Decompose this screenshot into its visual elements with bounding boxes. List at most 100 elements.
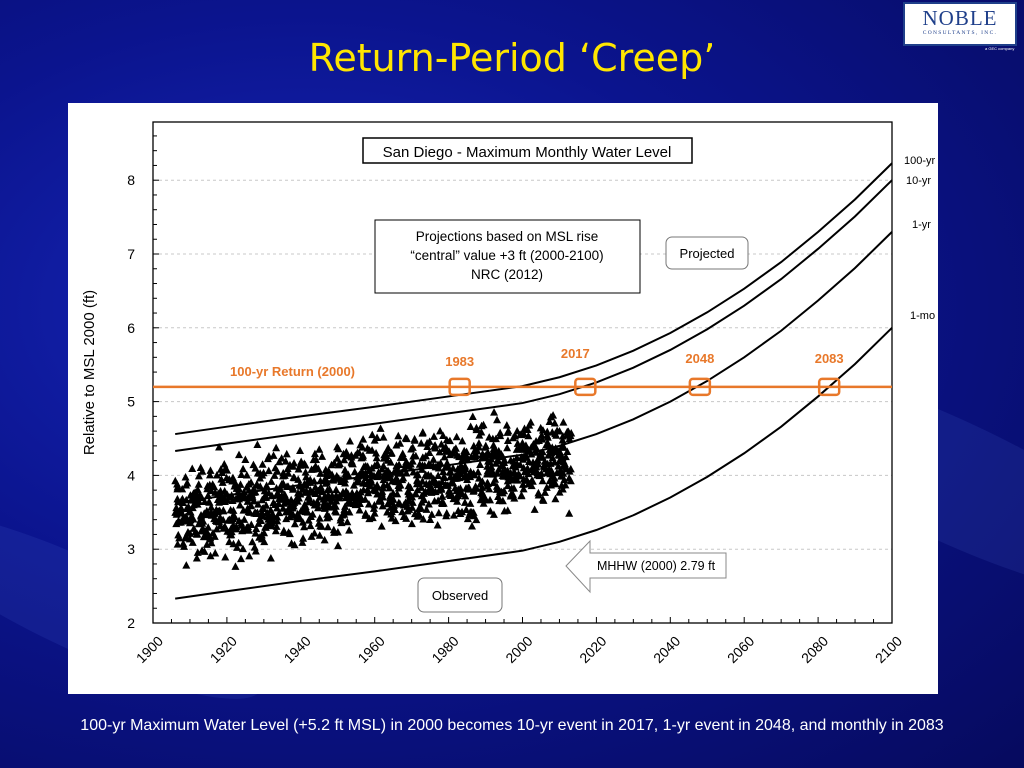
observed-point — [458, 507, 467, 516]
observed-point — [416, 503, 425, 512]
observed-point — [434, 464, 443, 472]
observed-point — [373, 433, 382, 442]
observed-point — [182, 561, 191, 569]
observed-point — [325, 512, 334, 521]
observed-point — [239, 464, 248, 473]
observed-point — [418, 428, 427, 436]
observed-point — [264, 466, 273, 475]
observed-point — [355, 505, 364, 514]
observed-point — [563, 447, 572, 456]
observed-point — [268, 509, 277, 518]
observed-point — [245, 551, 254, 560]
observed-point — [373, 459, 382, 468]
curve-label: 1-mo — [910, 310, 935, 322]
observed-point — [372, 448, 381, 457]
projections-note-line: Projections based on MSL rise — [416, 229, 599, 244]
projections-note-line: NRC (2012) — [471, 267, 543, 282]
observed-point — [379, 461, 388, 470]
observed-point — [521, 441, 530, 449]
observed-point — [524, 431, 533, 440]
observed-point — [251, 547, 260, 555]
observed-point — [433, 520, 442, 529]
observed-point — [359, 435, 368, 443]
observed-point — [538, 476, 547, 485]
observed-point — [272, 443, 281, 452]
observed-point — [537, 469, 546, 477]
observed-point — [466, 422, 475, 431]
observed-point — [445, 436, 454, 445]
observed-point — [566, 476, 575, 485]
curve-1-mo — [175, 327, 893, 600]
observed-point — [395, 460, 404, 469]
observed-point — [207, 538, 216, 547]
observed-point — [543, 438, 552, 447]
observed-point — [361, 509, 370, 517]
observed-point — [314, 503, 323, 512]
observed-point — [561, 452, 570, 461]
observed-point — [368, 430, 377, 439]
crossing-label: 1983 — [445, 354, 474, 369]
y-tick-label: 3 — [127, 541, 135, 557]
observed-point — [466, 499, 475, 507]
observed-point — [277, 454, 286, 462]
observed-point — [386, 458, 395, 466]
observed-point — [192, 554, 201, 562]
observed-point — [368, 513, 377, 522]
observed-point — [296, 507, 305, 515]
observed-point — [193, 548, 202, 556]
observed-point — [240, 515, 249, 523]
observed-point — [461, 491, 470, 500]
observed-point — [260, 528, 269, 537]
observed-point — [373, 483, 382, 491]
observed-point — [290, 519, 299, 528]
observed-point — [315, 445, 324, 453]
observed-point — [475, 474, 484, 482]
observed-point — [489, 441, 498, 449]
observed-point — [313, 497, 322, 506]
observed-point — [489, 510, 498, 518]
observed-point — [210, 532, 219, 540]
observed-point — [472, 423, 481, 432]
observed-point — [231, 562, 240, 570]
observed-point — [408, 443, 417, 451]
observed-point — [372, 453, 381, 462]
x-tick-label: 1960 — [354, 633, 387, 666]
observed-point — [347, 457, 356, 465]
observed-point — [235, 484, 244, 493]
observed-point — [500, 486, 509, 495]
observed-point — [462, 505, 471, 514]
x-tick-label: 1940 — [281, 633, 314, 666]
observed-point — [510, 467, 519, 476]
observed-point — [205, 470, 214, 479]
observed-point — [457, 466, 466, 475]
observed-point — [513, 476, 522, 484]
observed-point — [396, 481, 405, 489]
observed-point — [236, 501, 245, 509]
observed-point — [294, 465, 303, 473]
curve-label: 1-yr — [912, 219, 931, 231]
observed-point — [233, 543, 242, 551]
observed-point — [534, 490, 543, 499]
observed-point — [523, 425, 532, 434]
observed-point — [301, 460, 310, 469]
observed-point — [231, 479, 240, 487]
observed-point — [537, 431, 546, 439]
observed-point — [333, 527, 342, 536]
observed-point — [340, 465, 349, 474]
observed-point — [275, 508, 284, 517]
observed-point — [452, 432, 461, 441]
observed-point — [473, 446, 482, 455]
observed-point — [256, 482, 265, 490]
observed-point — [181, 473, 190, 481]
observed-point — [567, 429, 576, 437]
observed-point — [246, 501, 255, 510]
observed-point — [436, 426, 445, 435]
observed-point — [566, 464, 575, 473]
observed-point — [413, 476, 422, 485]
crossing-label: 2048 — [685, 351, 714, 366]
observed-point — [211, 548, 220, 557]
projected-box — [665, 236, 749, 270]
observed-point — [470, 470, 479, 479]
observed-point — [398, 449, 407, 458]
observed-point — [267, 521, 276, 530]
